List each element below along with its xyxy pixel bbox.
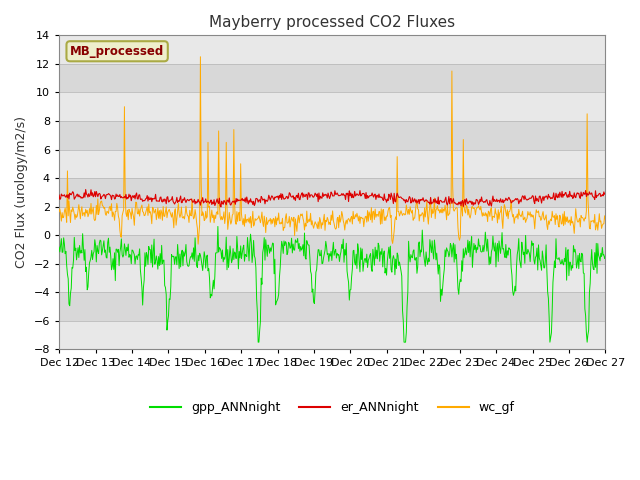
- Bar: [59, 206, 605, 235]
- Bar: [59, 93, 605, 121]
- Y-axis label: CO2 Flux (urology/m2/s): CO2 Flux (urology/m2/s): [15, 116, 28, 268]
- Legend: gpp_ANNnight, er_ANNnight, wc_gf: gpp_ANNnight, er_ANNnight, wc_gf: [145, 396, 520, 420]
- Bar: [59, 292, 605, 321]
- Title: Mayberry processed CO2 Fluxes: Mayberry processed CO2 Fluxes: [209, 15, 455, 30]
- Bar: [59, 149, 605, 178]
- Bar: [59, 121, 605, 149]
- Bar: [59, 264, 605, 292]
- Bar: [59, 235, 605, 264]
- Text: MB_processed: MB_processed: [70, 45, 164, 58]
- Bar: [59, 36, 605, 64]
- Bar: [59, 178, 605, 206]
- Bar: [59, 321, 605, 349]
- Bar: [59, 64, 605, 93]
